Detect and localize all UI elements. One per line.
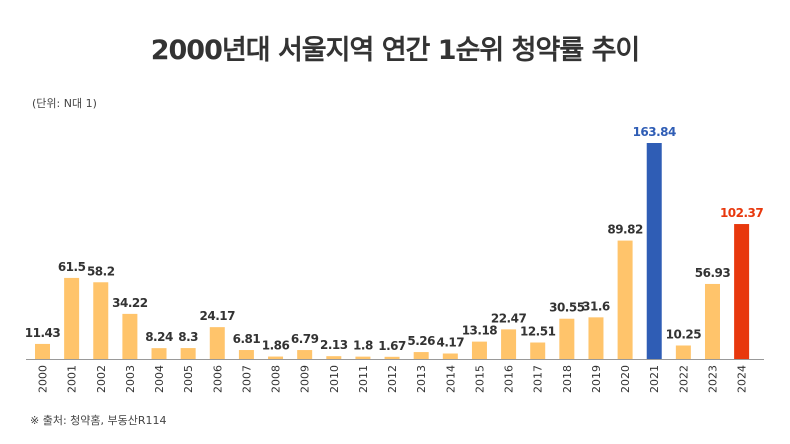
- value-label-2018: 30.55: [549, 301, 585, 315]
- chart-title: 2000년대 서울지역 연간 1순위 청약률 추이: [150, 35, 641, 66]
- value-label-2014: 4.17: [437, 336, 465, 350]
- x-tick-label-2011: 2011: [357, 365, 370, 393]
- value-label-2016: 22.47: [491, 311, 527, 325]
- value-label-2009: 6.79: [291, 332, 319, 346]
- bar-2018: [559, 318, 575, 359]
- x-tick-label-2017: 2017: [532, 365, 545, 393]
- bar-2004: [151, 348, 167, 359]
- bar-2012: [384, 356, 400, 359]
- value-label-2007: 6.81: [233, 332, 261, 346]
- bar-2009: [297, 350, 313, 359]
- value-label-2021: 163.84: [633, 125, 676, 139]
- value-labels-group: 11.43 61.5 58.2 34.22 8.24 8.324.17 6.81 1.86 6.…: [25, 125, 764, 353]
- bar-2016: [501, 329, 517, 359]
- bar-2017: [530, 342, 546, 359]
- x-tick-label-2002: 2002: [95, 365, 108, 393]
- x-tick-label-2001: 2001: [66, 365, 79, 393]
- bar-2001: [64, 277, 80, 359]
- bar-2023: [704, 283, 720, 359]
- value-label-2003: 34.22: [112, 296, 148, 310]
- bar-2022: [675, 345, 691, 359]
- x-tick-label-2009: 2009: [299, 365, 312, 393]
- source-note: ※ 출처: 청약홈, 부동산R114: [30, 414, 167, 427]
- x-tick-label-2023: 2023: [706, 365, 719, 393]
- bar-2021: [646, 143, 662, 359]
- x-tick-label-2021: 2021: [648, 365, 661, 393]
- value-label-2019: 31.6: [582, 299, 610, 313]
- x-tick-label-2010: 2010: [328, 365, 341, 393]
- bar-2000: [35, 343, 50, 359]
- x-tick-label-2012: 2012: [386, 365, 399, 393]
- x-tick-label-2014: 2014: [444, 365, 457, 393]
- x-tick-label-2018: 2018: [561, 365, 574, 393]
- value-label-2008: 1.86: [262, 339, 290, 353]
- x-tick-label-2019: 2019: [590, 365, 603, 393]
- value-label-2006: 24.17: [200, 309, 236, 323]
- value-label-2012: 1.67: [378, 339, 406, 353]
- value-label-2024: 102.37: [720, 206, 763, 220]
- bar-2005: [180, 348, 196, 359]
- bars-group: [35, 143, 750, 359]
- value-label-2010: 2.13: [320, 338, 348, 352]
- x-tick-label-2016: 2016: [503, 365, 516, 393]
- bar-2010: [326, 356, 342, 359]
- x-tick-label-2004: 2004: [153, 365, 166, 393]
- x-tick-label-2013: 2013: [415, 365, 428, 393]
- bar-2013: [413, 352, 429, 359]
- value-label-2011: 1.8: [353, 339, 373, 353]
- bar-2015: [471, 341, 487, 359]
- bar-2011: [355, 356, 371, 359]
- value-label-2005: 8.3: [178, 330, 198, 344]
- value-label-2020: 89.82: [607, 223, 643, 237]
- x-tick-label-2003: 2003: [124, 365, 137, 393]
- bar-2003: [122, 313, 138, 359]
- bar-2020: [617, 240, 633, 359]
- value-label-2017: 12.51: [520, 325, 556, 339]
- x-tick-label-2024: 2024: [736, 365, 749, 393]
- value-label-2004: 8.24: [145, 330, 173, 344]
- x-tick-label-2006: 2006: [211, 365, 224, 393]
- bar-2014: [442, 353, 458, 359]
- bar-2024: [734, 224, 750, 359]
- value-label-2023: 56.93: [695, 266, 731, 280]
- value-label-2002: 58.2: [87, 264, 115, 278]
- x-tick-label-2005: 2005: [182, 365, 195, 393]
- bar-2006: [209, 327, 225, 359]
- x-tick-labels-group: 2000 2001 2002 2003 2004 2005 2006 2007 2008 2009…: [37, 365, 749, 393]
- bar-2007: [238, 350, 254, 359]
- x-tick-label-2015: 2015: [473, 365, 486, 393]
- value-label-2015: 13.18: [462, 324, 498, 338]
- bar-2002: [93, 282, 109, 359]
- bar-2019: [588, 317, 604, 359]
- value-label-2022: 10.25: [666, 327, 702, 341]
- x-tick-label-2000: 2000: [37, 365, 50, 393]
- unit-label: (단위: N대 1): [32, 97, 97, 110]
- x-tick-label-2022: 2022: [677, 365, 690, 393]
- x-tick-label-2008: 2008: [270, 365, 283, 393]
- value-label-2001: 61.5: [58, 260, 86, 274]
- value-label-2000: 11.43: [25, 326, 61, 340]
- bar-2008: [268, 356, 284, 359]
- x-tick-label-2020: 2020: [619, 365, 632, 393]
- value-label-2013: 5.26: [407, 334, 435, 348]
- x-tick-label-2007: 2007: [240, 365, 253, 393]
